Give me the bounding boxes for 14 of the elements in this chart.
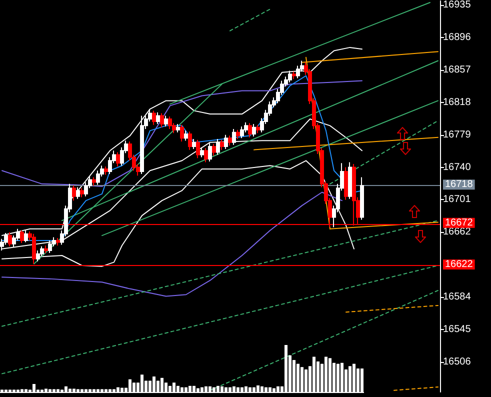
y-tick-label: 16545: [443, 324, 472, 336]
y-tick-label: 16857: [443, 64, 472, 76]
y-tick-label: 16896: [443, 32, 472, 43]
y-tick-label: 16935: [443, 0, 472, 10]
ref-line-label: 16672: [445, 217, 474, 228]
ref-line-label: 16622: [445, 258, 474, 270]
y-tick-label: 16740: [443, 162, 472, 173]
y-tick-label: 16701: [443, 194, 472, 206]
y-tick-label: 16818: [443, 96, 472, 108]
y-tick-label: 16779: [443, 129, 472, 140]
y-tick-label: 16662: [443, 226, 472, 238]
y-tick-label: 16506: [443, 356, 472, 368]
ref-line-label: 16718: [445, 179, 474, 190]
y-tick-label: 16584: [443, 292, 472, 303]
